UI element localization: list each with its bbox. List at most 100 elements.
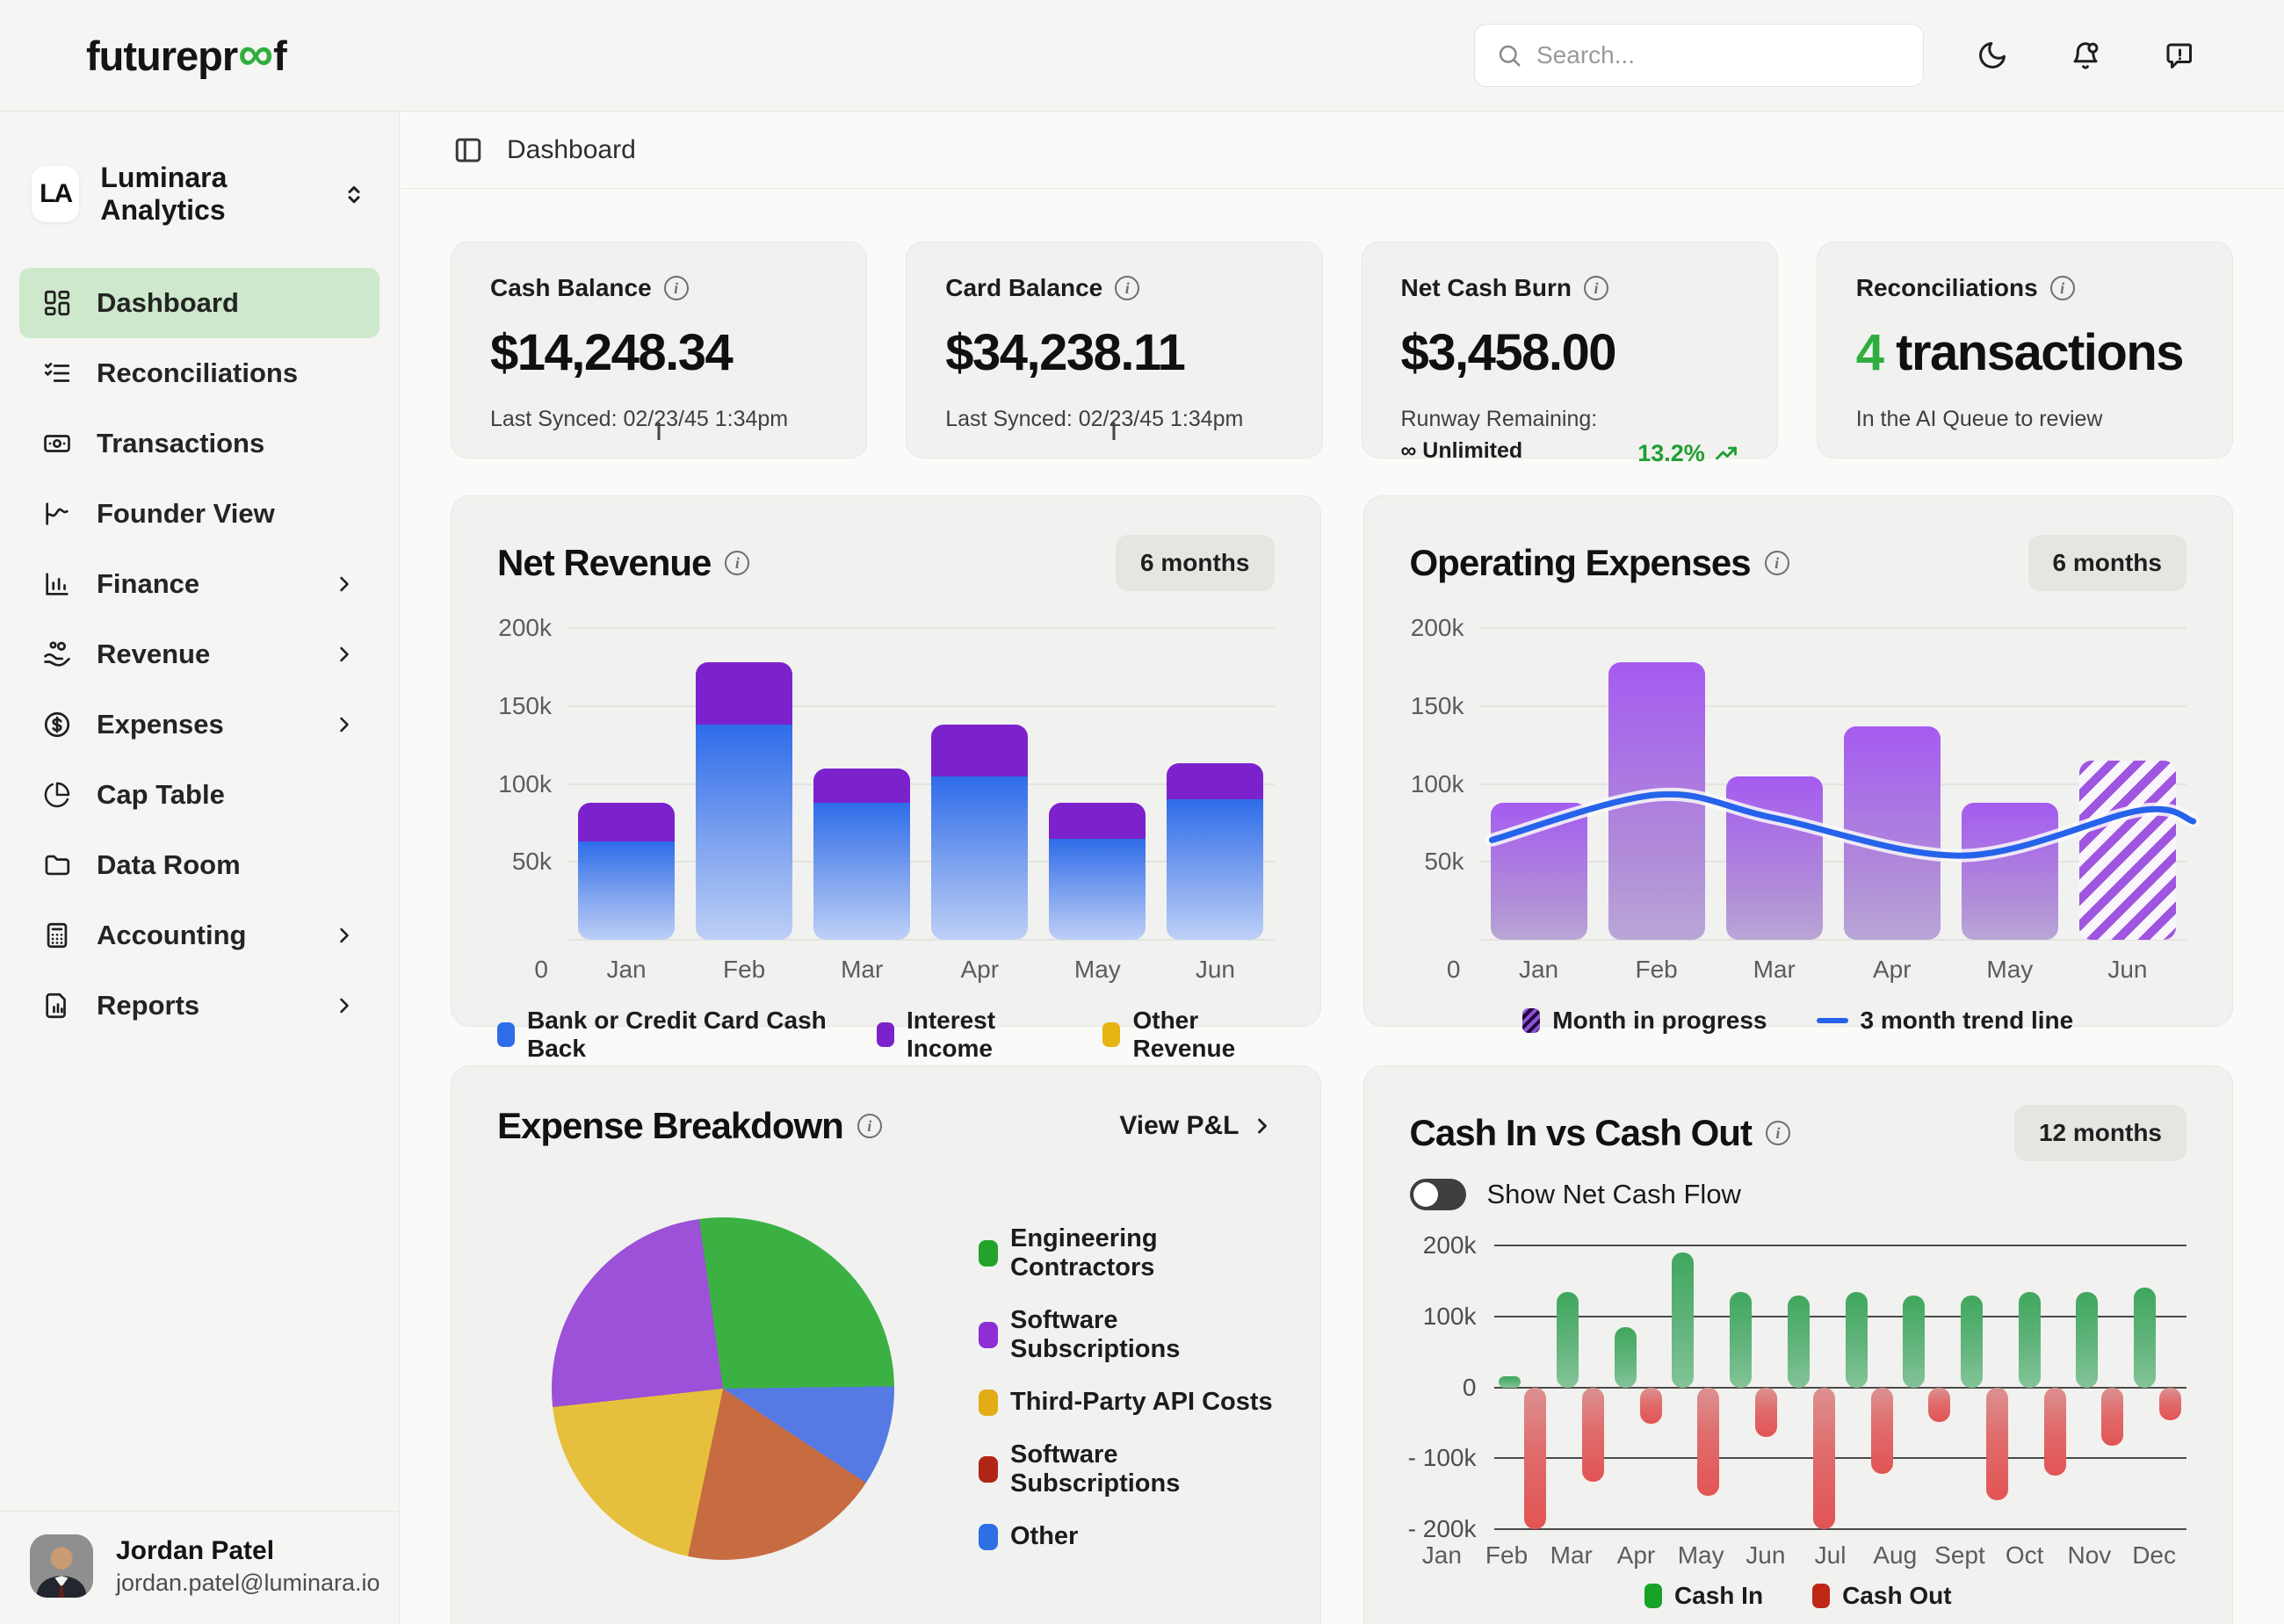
- cash-out-bar-mar[interactable]: [1639, 1387, 1662, 1424]
- expand-button[interactable]: [1112, 422, 1116, 440]
- cash-out-bar-jan[interactable]: [1524, 1387, 1547, 1529]
- x-tick-label: Nov: [2067, 1541, 2112, 1569]
- workspace-switcher[interactable]: LA Luminara Analytics: [19, 157, 379, 231]
- info-icon[interactable]: i: [856, 1114, 882, 1138]
- panel-left-icon[interactable]: [452, 134, 484, 166]
- month-slot: [567, 628, 685, 940]
- cash-in-bar-jun[interactable]: [1787, 1295, 1810, 1388]
- chevron-right-icon: [332, 923, 357, 948]
- bar-mar[interactable]: [813, 768, 911, 940]
- cash-in-bar-jul[interactable]: [1845, 1291, 1868, 1388]
- sidebar-item-data-room[interactable]: Data Room: [19, 830, 379, 900]
- cash-in-bar-apr[interactable]: [1672, 1252, 1695, 1388]
- info-icon[interactable]: i: [2049, 276, 2075, 300]
- range-badge[interactable]: 12 months: [2013, 1105, 2186, 1161]
- bar-feb[interactable]: [696, 662, 793, 940]
- cash-in-bar-feb[interactable]: [1557, 1291, 1579, 1388]
- cash-out-bar-apr[interactable]: [1697, 1387, 1720, 1497]
- sidebar-item-reports[interactable]: Reports: [19, 971, 379, 1041]
- cash-in-bar-nov[interactable]: [2076, 1291, 2099, 1388]
- cash-in-bar-may[interactable]: [1730, 1291, 1753, 1388]
- cash-in-bar-sept[interactable]: [1960, 1295, 1983, 1388]
- cash-out-bar-jun[interactable]: [1812, 1387, 1835, 1529]
- legend-item[interactable]: Cash Out: [1812, 1582, 1952, 1610]
- info-icon[interactable]: i: [1764, 551, 1789, 575]
- sidebar-item-dashboard[interactable]: Dashboard: [19, 268, 379, 338]
- user-menu[interactable]: Jordan Patel jordan.patel@luminara.io: [0, 1511, 423, 1624]
- bar-may[interactable]: [1049, 802, 1146, 940]
- y-tick-label: 150k: [1410, 691, 1464, 719]
- feedback-button[interactable]: [2154, 31, 2203, 80]
- cash-out-bar-dec[interactable]: [2159, 1387, 2182, 1421]
- cash-out-bar-jul[interactable]: [1870, 1387, 1893, 1474]
- search-input[interactable]: [1536, 41, 1902, 69]
- legend-item[interactable]: Month in progress: [1522, 1007, 1767, 1035]
- sidebar-item-revenue[interactable]: Revenue: [19, 619, 379, 689]
- info-icon[interactable]: i: [1583, 276, 1608, 300]
- legend-item[interactable]: 3 month trend line: [1816, 1007, 2073, 1035]
- legend-item[interactable]: Third-Party API Costs: [979, 1388, 1275, 1417]
- bar-jun[interactable]: [1167, 763, 1264, 940]
- sidebar-item-transactions[interactable]: Transactions: [19, 408, 379, 479]
- cash-in-out-card: Cash In vs Cash Out i 12 months Show Net…: [1362, 1065, 2233, 1624]
- bar-apr[interactable]: [931, 725, 1029, 940]
- legend-item[interactable]: Software Subscriptions: [979, 1440, 1275, 1498]
- cash-in-bar-jan[interactable]: [1499, 1376, 1521, 1388]
- count-highlight: 4: [1855, 324, 1884, 381]
- cash-out-bar-oct[interactable]: [2043, 1387, 2066, 1476]
- chevrons-up-down-icon: [341, 181, 367, 207]
- bar-apr[interactable]: [1843, 725, 1941, 940]
- bar-feb[interactable]: [1608, 662, 1705, 940]
- legend-item[interactable]: Interest Income: [876, 1007, 1054, 1063]
- cash-in-bar-mar[interactable]: [1614, 1326, 1637, 1388]
- cash-out-bar-sept[interactable]: [1985, 1387, 2008, 1500]
- x-tick-label: Feb: [1485, 1541, 1529, 1569]
- bar-mar[interactable]: [1725, 776, 1823, 940]
- bar-may[interactable]: [1961, 802, 2058, 940]
- legend-item[interactable]: Engineering Contractors: [979, 1224, 1275, 1282]
- pie-legend: Engineering Contractors Software Subscrip…: [979, 1224, 1275, 1560]
- legend-label: Interest Income: [906, 1007, 996, 1062]
- range-badge[interactable]: 6 months: [1116, 535, 1275, 591]
- expense-pie-chart[interactable]: [552, 1217, 894, 1560]
- bar-jan[interactable]: [1490, 802, 1587, 940]
- trending-up-icon: [1714, 441, 1738, 466]
- cash-in-bar-aug[interactable]: [1903, 1295, 1926, 1388]
- sidebar-item-finance[interactable]: Finance: [19, 549, 379, 619]
- cash-out-bar-nov[interactable]: [2101, 1387, 2124, 1446]
- sidebar-item-founder-view[interactable]: Founder View: [19, 479, 379, 549]
- expand-button[interactable]: [657, 422, 661, 440]
- bar-jan[interactable]: [578, 802, 676, 940]
- view-pnl-link[interactable]: View P&L: [1119, 1111, 1274, 1141]
- cash-out-bar-may[interactable]: [1755, 1387, 1778, 1438]
- legend-item[interactable]: Software Subscriptions: [979, 1306, 1275, 1364]
- info-icon[interactable]: i: [663, 276, 689, 300]
- theme-toggle-button[interactable]: [1968, 31, 2017, 80]
- info-icon[interactable]: i: [1115, 276, 1140, 300]
- cash-in-bar-oct[interactable]: [2018, 1291, 2041, 1388]
- chart-body: 200k 100k 0 - 100k - 200k: [1408, 1231, 2186, 1542]
- legend-item[interactable]: Other Revenue: [1102, 1007, 1274, 1063]
- sidebar-item-label: Data Room: [97, 849, 241, 880]
- bar-jun[interactable]: [2078, 760, 2176, 940]
- notifications-button[interactable]: [2061, 31, 2110, 80]
- legend-item[interactable]: Cash In: [1644, 1582, 1763, 1610]
- bell-icon: [2070, 40, 2101, 71]
- cash-out-bar-aug[interactable]: [1928, 1387, 1951, 1423]
- legend-item[interactable]: Bank or Credit Card Cash Back: [497, 1007, 828, 1063]
- search-box[interactable]: [1474, 24, 1924, 87]
- sidebar-item-accounting[interactable]: Accounting: [19, 900, 379, 971]
- sidebar-item-expenses[interactable]: Expenses: [19, 689, 379, 760]
- net-cash-flow-toggle[interactable]: [1409, 1179, 1466, 1210]
- info-icon[interactable]: i: [725, 551, 750, 575]
- sidebar-item-reconciliations[interactable]: Reconciliations: [19, 338, 379, 408]
- x-tick-label: Jul: [1814, 1541, 1847, 1569]
- cash-in-bar-dec[interactable]: [2134, 1288, 2157, 1388]
- cash-out-bar-feb[interactable]: [1582, 1387, 1605, 1482]
- info-icon[interactable]: i: [1765, 1121, 1790, 1145]
- sidebar-item-cap-table[interactable]: Cap Table: [19, 760, 379, 830]
- range-badge[interactable]: 6 months: [2027, 535, 2186, 591]
- legend-item[interactable]: Other: [979, 1522, 1275, 1551]
- legend-label: Engineering Contractors: [1010, 1224, 1158, 1281]
- reports-icon: [42, 991, 72, 1021]
